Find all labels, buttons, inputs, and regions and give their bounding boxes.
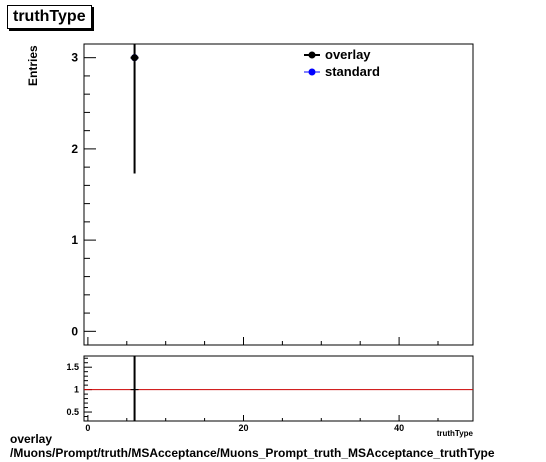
ratio-x-tick-label: 20 (238, 423, 248, 433)
legend-marker-overlay (308, 51, 316, 59)
ratio-y-tick-label: 1.5 (66, 362, 79, 372)
ratio-data-marks (84, 356, 473, 421)
legend-label-standard: standard (325, 64, 380, 79)
main-y-tick-label: 3 (71, 51, 78, 65)
main-data-marks (130, 44, 139, 174)
main-plot-frame (83, 43, 474, 346)
main-y-tick-label: 0 (71, 324, 78, 338)
ratio-y-tick-label: 1 (74, 385, 79, 395)
legend-label-overlay: overlay (325, 47, 371, 62)
ratio-y-tick-label: 0.5 (66, 407, 79, 417)
x-axis-label: truthType (437, 429, 474, 438)
main-y-axis: 0 1 2 3 (71, 51, 96, 338)
ratio-x-axis: 0 20 40 (85, 415, 439, 433)
main-y-tick-label: 2 (71, 142, 78, 156)
ratio-y-axis: 0.5 1 1.5 (66, 357, 92, 417)
legend-marker-standard (308, 68, 316, 76)
footer-path: /Muons/Prompt/truth/MSAcceptance/Muons_P… (10, 446, 495, 460)
legend: overlay standard (304, 47, 380, 79)
y-axis-label: Entries (26, 45, 40, 86)
main-x-axis (87, 337, 439, 345)
chart-title: truthType (7, 5, 92, 29)
main-y-tick-label: 1 (71, 233, 78, 247)
ratio-x-tick-label: 0 (85, 423, 90, 433)
footer-label: overlay (10, 432, 53, 446)
ratio-frame-box (83, 355, 474, 422)
ratio-x-tick-label: 40 (394, 423, 404, 433)
main-frame-box (83, 43, 474, 346)
ratio-plot-frame (83, 355, 474, 422)
